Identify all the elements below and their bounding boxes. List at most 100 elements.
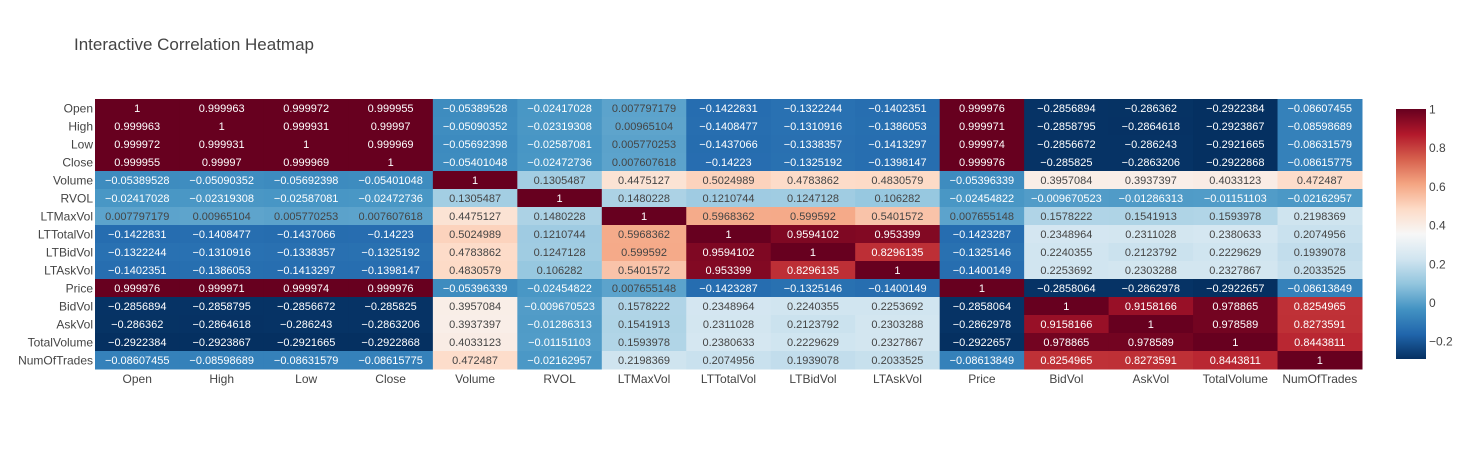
heatmap-cell-label: −0.01151103 bbox=[528, 337, 591, 349]
heatmap-cell-label: 0.007607618 bbox=[359, 211, 423, 223]
heatmap-cell-label: 0.472487 bbox=[1297, 175, 1343, 187]
colorbar-tick-label: 0.8 bbox=[1429, 141, 1446, 155]
heatmap-cell-label: 0.1541913 bbox=[618, 319, 670, 331]
heatmap-cell-label: −0.1423287 bbox=[699, 283, 757, 295]
heatmap-cell bbox=[179, 315, 265, 334]
heatmap-cell-label: 0.599592 bbox=[621, 247, 667, 259]
colorbar-tick-label: −0.2 bbox=[1429, 335, 1453, 349]
y-tick-label: NumOfTrades bbox=[18, 354, 93, 368]
heatmap-cell bbox=[939, 207, 1025, 226]
heatmap-cell bbox=[1024, 297, 1110, 316]
heatmap-cell bbox=[1108, 261, 1194, 280]
heatmap-cell-label: −0.08615775 bbox=[1287, 157, 1352, 169]
heatmap-cell bbox=[855, 315, 941, 334]
heatmap-cell bbox=[1193, 261, 1279, 280]
heatmap-cell bbox=[348, 261, 434, 280]
heatmap-cell-label: −0.05401048 bbox=[443, 157, 508, 169]
heatmap-cell-label: 1 bbox=[388, 157, 394, 169]
heatmap-cell-label: 0.1593978 bbox=[618, 337, 670, 349]
heatmap-cell-label: 0.1939078 bbox=[787, 355, 839, 367]
heatmap-cell bbox=[179, 261, 265, 280]
heatmap-cell-label: 0.9158166 bbox=[1125, 301, 1177, 313]
heatmap-cell-label: 0.999972 bbox=[283, 103, 329, 115]
heatmap-cell-label: 0.2074956 bbox=[703, 355, 755, 367]
heatmap-cell-label: 0.1305487 bbox=[534, 175, 586, 187]
heatmap-cell bbox=[1277, 315, 1363, 334]
heatmap-cell bbox=[855, 279, 941, 298]
heatmap-cell-label: 0.007655148 bbox=[612, 283, 676, 295]
heatmap-cell bbox=[95, 153, 180, 172]
heatmap-cell bbox=[770, 315, 856, 334]
heatmap-cell-label: 0.2253692 bbox=[871, 301, 923, 313]
heatmap-cell-label: 0.4033123 bbox=[449, 337, 501, 349]
heatmap-cell bbox=[348, 225, 434, 244]
heatmap-cell-label: −0.08613849 bbox=[1287, 283, 1352, 295]
heatmap-cell-label: −0.2921665 bbox=[1206, 139, 1264, 151]
heatmap-cell-label: −0.05389528 bbox=[105, 175, 170, 187]
heatmap-cell-label: 0.999931 bbox=[199, 139, 245, 151]
heatmap-cell bbox=[1193, 351, 1279, 370]
heatmap-cell bbox=[601, 333, 687, 352]
x-tick-label: BidVol bbox=[1049, 372, 1083, 386]
heatmap-cell-label: 0.1541913 bbox=[1125, 211, 1177, 223]
heatmap-cell bbox=[1024, 261, 1110, 280]
heatmap-cell-label: 0.1480228 bbox=[618, 193, 670, 205]
heatmap-cell bbox=[1024, 225, 1110, 244]
heatmap-cell-label: −0.05396339 bbox=[950, 175, 1015, 187]
heatmap-cell bbox=[601, 207, 687, 226]
heatmap-cell-label: 0.8296135 bbox=[871, 247, 923, 259]
heatmap-cell-label: 1 bbox=[1148, 319, 1154, 331]
heatmap-cell bbox=[601, 279, 687, 298]
heatmap-cell-label: −0.08631579 bbox=[1287, 139, 1352, 151]
heatmap-cell-label: 0.3957084 bbox=[1040, 175, 1092, 187]
heatmap-cell-label: 0.4475127 bbox=[618, 175, 670, 187]
heatmap-cell-label: −0.02162957 bbox=[527, 355, 592, 367]
heatmap-cell-label: −0.1325192 bbox=[361, 247, 419, 259]
heatmap-cell bbox=[686, 333, 772, 352]
heatmap-cell-label: −0.2922384 bbox=[108, 337, 166, 349]
heatmap-cell-label: 1 bbox=[1063, 301, 1069, 313]
heatmap-cell-label: 0.999976 bbox=[959, 157, 1005, 169]
y-tick-label: Price bbox=[66, 282, 94, 296]
heatmap-cell bbox=[432, 261, 518, 280]
heatmap-cell-label: 0.999969 bbox=[283, 157, 329, 169]
colorbar-tick-label: 0.4 bbox=[1429, 219, 1446, 233]
heatmap-cell bbox=[179, 351, 265, 370]
heatmap-cell-label: 0.007797179 bbox=[105, 211, 169, 223]
heatmap-cell-label: −0.1402351 bbox=[108, 265, 166, 277]
y-tick-label: LTTotalVol bbox=[38, 228, 93, 242]
x-tick-label: LTMaxVol bbox=[618, 372, 670, 386]
heatmap-cell bbox=[686, 207, 772, 226]
heatmap-cell-label: 0.2303288 bbox=[871, 319, 923, 331]
heatmap-cell-label: −0.05401048 bbox=[358, 175, 423, 187]
heatmap-cell-label: 0.1247128 bbox=[787, 193, 839, 205]
heatmap-cell bbox=[348, 171, 434, 190]
heatmap-cell-label: 0.007655148 bbox=[950, 211, 1014, 223]
heatmap-cell bbox=[432, 351, 518, 370]
heatmap-cell bbox=[601, 225, 687, 244]
heatmap-cell-label: 0.007797179 bbox=[612, 103, 676, 115]
heatmap-cell bbox=[686, 171, 772, 190]
heatmap-cell-label: 0.978865 bbox=[1212, 301, 1258, 313]
heatmap-cell bbox=[855, 333, 941, 352]
heatmap-cell-label: −0.01151103 bbox=[1204, 193, 1267, 205]
heatmap-cell bbox=[1193, 315, 1279, 334]
heatmap-cell bbox=[1108, 333, 1194, 352]
heatmap-cell-label: 0.472487 bbox=[452, 355, 498, 367]
heatmap-cell-label: −0.2863206 bbox=[1122, 157, 1180, 169]
colorbar-tick-label: 0.2 bbox=[1429, 257, 1446, 271]
heatmap-cell-label: −0.1400149 bbox=[953, 265, 1011, 277]
heatmap-cell bbox=[348, 99, 434, 118]
heatmap-cell-label: 0.00965104 bbox=[193, 211, 251, 223]
heatmap-cell bbox=[432, 171, 518, 190]
heatmap-cell-label: 0.5024989 bbox=[449, 229, 501, 241]
heatmap-cell bbox=[686, 153, 772, 172]
heatmap-cell bbox=[601, 351, 687, 370]
heatmap-cell bbox=[348, 279, 434, 298]
heatmap-cell bbox=[179, 171, 265, 190]
heatmap-cell-label: −0.1325146 bbox=[784, 283, 842, 295]
heatmap-cell-label: −0.2922868 bbox=[361, 337, 419, 349]
heatmap-cell-label: 0.005770253 bbox=[612, 139, 676, 151]
heatmap-cell bbox=[1108, 279, 1194, 298]
heatmap-cell-label: 0.1305487 bbox=[449, 193, 501, 205]
